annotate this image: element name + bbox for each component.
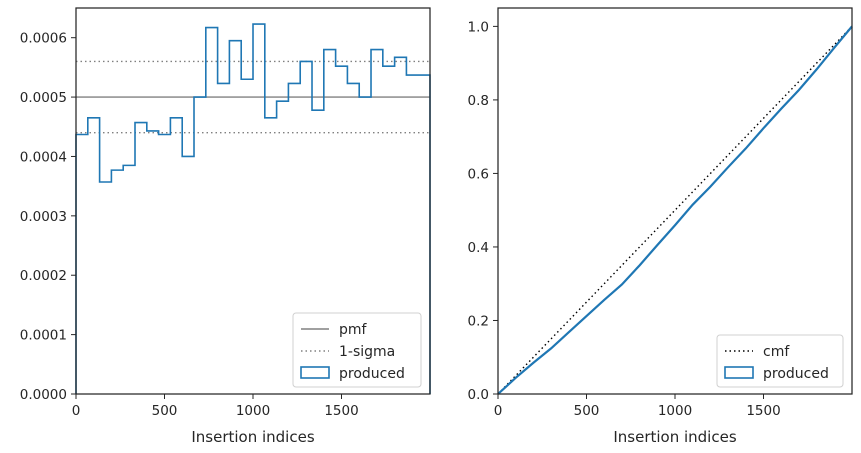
y-tick-label: 0.0003: [20, 209, 67, 225]
right-x-axis-title: Insertion indices: [613, 428, 736, 446]
right-y-ticks: 0.0 0.2 0.4 0.6 0.8 1.0: [468, 19, 498, 403]
y-tick-label: 0.0000: [20, 387, 67, 403]
x-tick-label: 500: [152, 403, 178, 419]
x-tick-label: 1500: [746, 403, 780, 419]
left-x-axis-title: Insertion indices: [191, 428, 314, 446]
right-panel-cmf: 0 500 1000 1500 0.0 0.2 0.4 0.6 0.8 1.0 Insertio…: [468, 7, 853, 446]
legend-label-produced: produced: [339, 366, 405, 382]
legend-handle-produced: [300, 366, 330, 379]
right-legend: cmf produced: [716, 334, 844, 388]
y-tick-label: 0.0001: [20, 328, 67, 344]
x-tick-label: 1000: [236, 403, 270, 419]
x-tick-label: 0: [72, 403, 81, 419]
x-tick-label: 500: [574, 403, 600, 419]
left-x-ticks: 0 500 1000 1500: [72, 394, 359, 419]
right-x-ticks: 0 500 1000 1500: [494, 394, 781, 419]
y-tick-label: 0.0005: [20, 90, 67, 106]
left-plot-marks: [75, 23, 431, 394]
legend-box: [292, 312, 422, 388]
left-legend: pmf 1-sigma produced: [292, 312, 422, 388]
y-tick-label: 0.2: [468, 313, 489, 329]
x-tick-label: 1500: [324, 403, 358, 419]
y-tick-label: 0.0002: [20, 268, 67, 284]
legend-handle-produced: [724, 366, 754, 379]
y-tick-label: 0.6: [468, 166, 489, 182]
legend-label-1-sigma: 1-sigma: [339, 344, 395, 360]
left-panel-pmf-histogram: 0 500 1000 1500 0.00000.00010.00020.00030.0…: [20, 7, 431, 446]
legend-label-cmf: cmf: [763, 344, 790, 360]
legend-box: [716, 334, 844, 388]
y-tick-label: 0.0004: [20, 149, 67, 165]
series-produced: [497, 25, 853, 395]
y-tick-label: 0.0006: [20, 31, 67, 47]
left-y-ticks: 0.0000 0.0001 0.0002 0.0003 0.0004 0.0005 0.00…: [20, 31, 76, 403]
right-plot-marks: [497, 25, 853, 395]
y-tick-label: 1.0: [468, 19, 489, 35]
legend-label-produced: produced: [763, 366, 829, 382]
legend-label-pmf: pmf: [339, 322, 368, 338]
y-tick-label: 0.0: [468, 387, 489, 403]
x-tick-label: 1000: [658, 403, 692, 419]
x-tick-label: 0: [494, 403, 503, 419]
series-produced: [75, 23, 431, 394]
y-tick-label: 0.8: [468, 93, 489, 109]
y-tick-label: 0.4: [468, 240, 489, 256]
